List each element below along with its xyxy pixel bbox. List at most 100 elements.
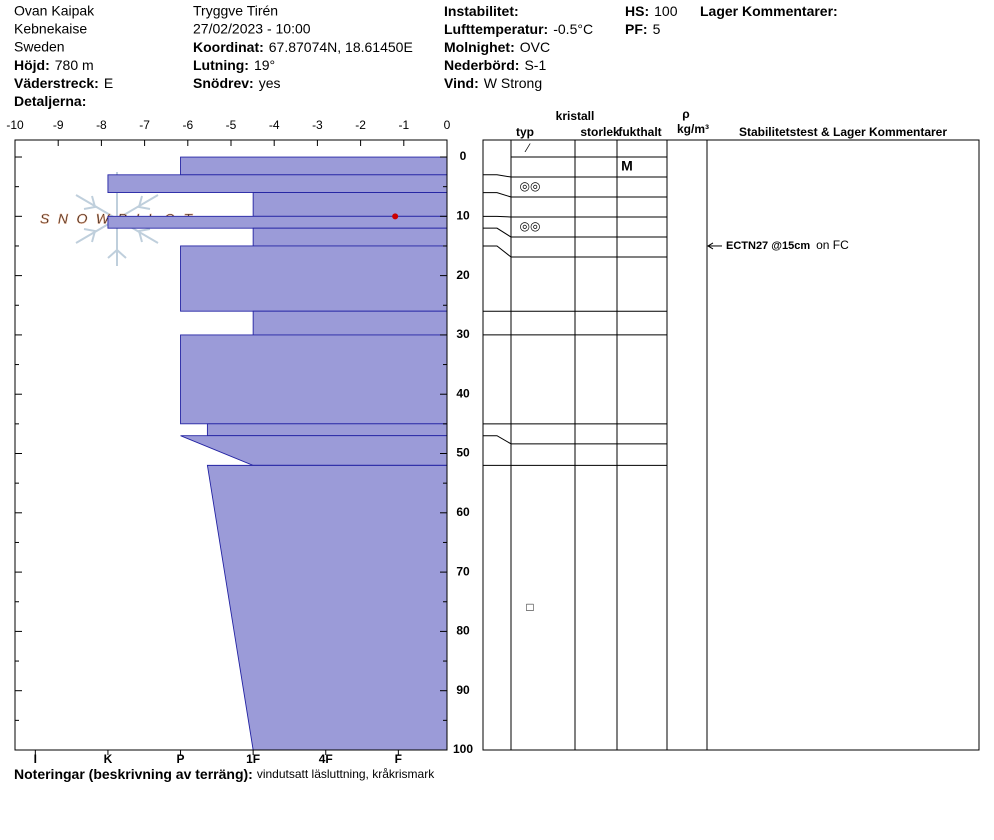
depth-tick-label: 20 <box>456 268 470 282</box>
header-field: HS: 100 <box>625 3 678 19</box>
depth-tick-label: 80 <box>456 624 470 638</box>
temp-tick-label: -3 <box>312 118 323 132</box>
header-field: Molnighet: OVC <box>444 39 550 55</box>
field-label: Lufttemperatur: <box>444 21 548 37</box>
header-field: Snödrev: yes <box>193 75 280 91</box>
depth-tick-label: 70 <box>456 564 470 578</box>
depth-tick-label: 0 <box>460 149 467 163</box>
field-label: Lager Kommentarer: <box>700 3 838 19</box>
depth-tick-label: 100 <box>453 742 473 756</box>
temp-tick-label: 0 <box>444 118 451 132</box>
header-field: PF: 5 <box>625 21 661 37</box>
field-value: E <box>104 75 113 91</box>
layer-connector <box>483 215 512 218</box>
header-text: Ovan Kaipak <box>14 3 95 19</box>
field-label: PF: <box>625 21 648 37</box>
field-value: 67.87074N, 18.61450E <box>269 39 413 55</box>
field-label: Molnighet: <box>444 39 515 55</box>
test-result: ECTN27 @15cm <box>726 240 810 252</box>
header-text: Sweden <box>14 39 65 55</box>
depth-tick-label: 40 <box>456 386 470 400</box>
notes: Noteringar (beskrivning av terräng): vind… <box>14 766 435 782</box>
hardness-bar <box>180 156 448 176</box>
temp-tick-label: -10 <box>6 118 24 132</box>
depth-tick-label: 60 <box>456 505 470 519</box>
hardness-tick-label: K <box>104 752 113 766</box>
hardness-bar <box>107 174 448 194</box>
header-field: Nederbörd: S-1 <box>444 57 546 73</box>
depth-tick-label: 50 <box>456 446 470 460</box>
field-value: W Strong <box>484 75 542 91</box>
hardness-tick-label: I <box>34 752 37 766</box>
column-header: storlek <box>580 125 620 139</box>
notes-label: Noteringar (beskrivning av terräng): <box>14 766 253 782</box>
header-field: Koordinat: 67.87074N, 18.61450E <box>193 39 413 55</box>
header-field: Höjd: 780 m <box>14 57 94 73</box>
column-header: fukthalt <box>618 125 661 139</box>
layer-table-frame <box>482 139 980 751</box>
field-label: Detaljerna: <box>14 93 86 109</box>
header-text: Kebnekaise <box>14 21 87 37</box>
hardness-tick-label: 1F <box>246 752 260 766</box>
grain-form: □ <box>526 600 533 614</box>
layer-connector <box>483 227 512 238</box>
hardness-bar <box>206 464 448 751</box>
temp-tick-label: -4 <box>269 118 280 132</box>
field-label: Koordinat: <box>193 39 264 55</box>
layer-connector <box>483 174 512 178</box>
header-text: Tryggve Tirén <box>193 3 278 19</box>
grain-form: ◎◎ <box>520 219 541 233</box>
test-comment: on FC <box>816 238 849 252</box>
header-field: Lager Kommentarer: <box>700 3 838 19</box>
field-value: 5 <box>653 21 661 37</box>
notes-text: vindutsatt läsluttning, kråkrismark <box>257 767 435 781</box>
column-header: ρ <box>682 107 689 121</box>
depth-tick-label: 90 <box>456 683 470 697</box>
temp-tick-label: -1 <box>398 118 409 132</box>
hardness-bar <box>180 435 448 466</box>
surface-form: ⁄ <box>524 141 531 155</box>
field-value: 19° <box>254 57 275 73</box>
header-field: Lufttemperatur: -0.5°C <box>444 21 593 37</box>
hardness-bar <box>206 423 448 437</box>
field-value: S-1 <box>524 57 546 73</box>
header-field: Detaljerna: <box>14 93 86 109</box>
hardness-bar <box>180 245 448 312</box>
hardness-bar <box>252 227 448 247</box>
field-label: HS: <box>625 3 649 19</box>
field-label: Höjd: <box>14 57 50 73</box>
layer-connector <box>483 192 512 198</box>
temp-tick-label: -6 <box>182 118 193 132</box>
column-header: kristall <box>556 109 595 123</box>
test-arrowhead <box>707 242 714 250</box>
hardness-bar <box>180 334 448 425</box>
column-header: kg/m³ <box>677 122 709 136</box>
field-value: -0.5°C <box>553 21 593 37</box>
field-label: Instabilitet: <box>444 3 519 19</box>
header-field: Lutning: 19° <box>193 57 275 73</box>
hardness-tick-label: 4F <box>319 752 333 766</box>
temp-tick-label: -5 <box>226 118 237 132</box>
hardness-bar <box>252 192 448 217</box>
depth-tick-label: 10 <box>456 208 470 222</box>
field-label: Snödrev: <box>193 75 254 91</box>
temperature-point <box>392 213 399 220</box>
field-label: Vind: <box>444 75 479 91</box>
layer-connector <box>483 435 512 445</box>
hardness-tick-label: F <box>395 752 402 766</box>
header-field: Vind: W Strong <box>444 75 542 91</box>
field-label: Nederbörd: <box>444 57 519 73</box>
depth-tick-label: 30 <box>456 327 470 341</box>
header-field: Väderstreck: E <box>14 75 113 91</box>
column-header: typ <box>516 125 534 139</box>
hardness-tick-label: P <box>177 752 185 766</box>
grain-form: ◎◎ <box>520 179 541 193</box>
field-value: OVC <box>520 39 550 55</box>
header-field: Instabilitet: <box>444 3 519 19</box>
header-text: 27/02/2023 - 10:00 <box>193 21 311 37</box>
field-label: Lutning: <box>193 57 249 73</box>
field-value: 100 <box>654 3 678 19</box>
test-text: ECTN27 @15cm on FC <box>726 238 849 252</box>
